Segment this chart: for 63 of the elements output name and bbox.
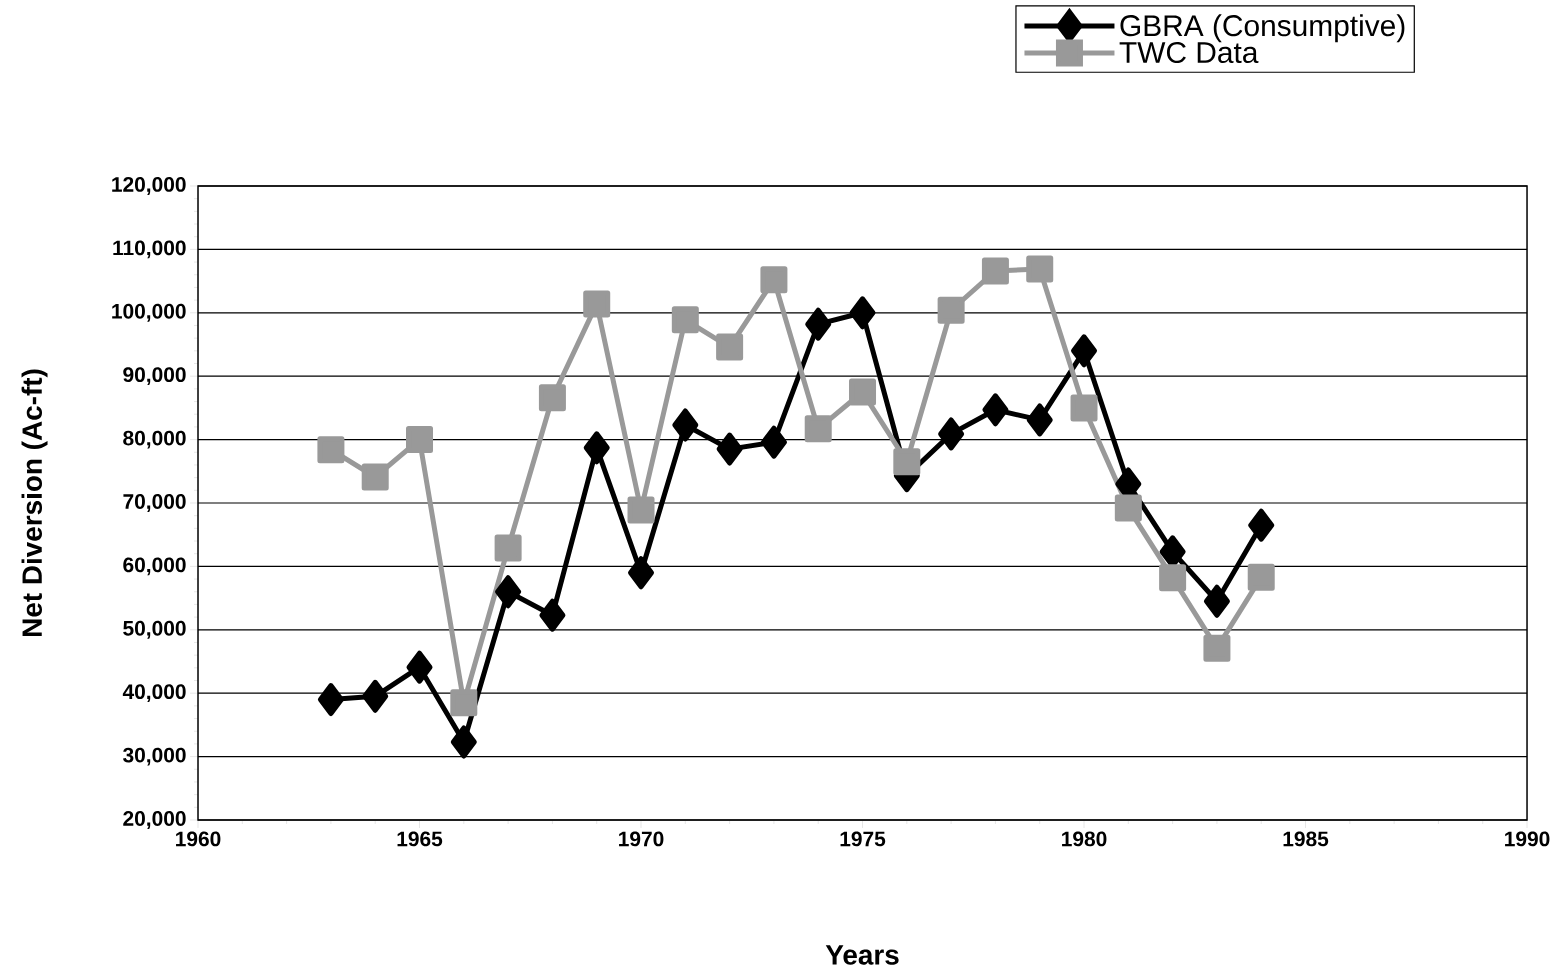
- point: [317, 683, 344, 717]
- point: [1026, 403, 1053, 437]
- x-tick-label: 1960: [176, 831, 221, 847]
- point: [406, 426, 434, 454]
- point: [716, 432, 743, 466]
- point: [583, 431, 610, 465]
- point: [849, 296, 876, 330]
- point: [450, 725, 477, 759]
- y-tick-label: 50,000: [123, 620, 186, 639]
- point: [671, 306, 699, 334]
- point: [805, 307, 832, 341]
- point: [317, 436, 345, 464]
- point: [362, 679, 389, 713]
- point: [1203, 634, 1231, 662]
- y-tick-label: 110,000: [113, 240, 186, 259]
- x-axis-title: Years: [825, 945, 899, 965]
- point: [583, 290, 611, 318]
- point: [716, 333, 744, 361]
- point: [406, 650, 433, 684]
- point: [1203, 584, 1230, 618]
- point: [450, 689, 478, 717]
- y-tick-label: 70,000: [123, 494, 186, 512]
- point: [1071, 334, 1098, 368]
- point: [804, 415, 832, 443]
- point: [981, 257, 1009, 285]
- x-tick-label: 1980: [1062, 831, 1107, 847]
- point: [938, 417, 965, 451]
- point: [361, 463, 389, 491]
- y-tick-label: 60,000: [123, 557, 186, 576]
- y-tick-label: 20,000: [123, 811, 186, 829]
- x-tick-label: 1965: [397, 831, 443, 847]
- x-tick-label: 1970: [619, 831, 664, 847]
- point: [494, 534, 522, 562]
- point: [1114, 494, 1142, 522]
- y-tick-label: 120,000: [112, 177, 186, 195]
- point: [893, 448, 921, 476]
- point: [849, 378, 877, 406]
- point: [1159, 564, 1187, 592]
- point: [628, 556, 655, 590]
- y-tick-label: 90,000: [123, 367, 186, 386]
- point: [982, 393, 1009, 427]
- point: [538, 384, 566, 412]
- point: [495, 575, 522, 609]
- y-tick-label: 40,000: [122, 684, 186, 703]
- point: [937, 296, 965, 324]
- legend-label: GBRA (Consumptive): [1120, 14, 1405, 43]
- x-tick-label: 1990: [1505, 831, 1550, 847]
- point: [539, 598, 566, 632]
- y-tick-label: 30,000: [123, 747, 186, 766]
- point: [1247, 563, 1275, 591]
- point: [760, 425, 787, 459]
- point: [672, 408, 699, 442]
- y-axis-title: Net Diversion (Ac-ft): [21, 369, 48, 636]
- legend-label: TWC Data: [1119, 41, 1259, 64]
- x-tick-label: 1975: [840, 831, 886, 847]
- y-tick-label: 100,000: [112, 303, 186, 322]
- point: [1248, 508, 1275, 542]
- y-tick-label: 80,000: [123, 430, 186, 449]
- point: [1026, 255, 1054, 283]
- point: [627, 496, 655, 524]
- point: [1070, 394, 1098, 422]
- point: [760, 266, 788, 294]
- x-tick-label: 1985: [1283, 831, 1329, 847]
